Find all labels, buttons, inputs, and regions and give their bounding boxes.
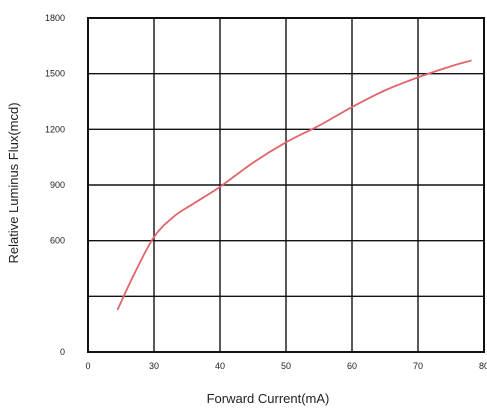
- x-axis-ticks: 0 30 40 50 60 70 80: [85, 361, 487, 371]
- y-tick-label-4: 1200: [45, 124, 65, 134]
- x-tick-label-2: 40: [215, 361, 225, 371]
- y-tick-label-0: 0: [60, 347, 65, 357]
- y-tick-label-2: 600: [50, 236, 65, 246]
- y-tick-label-6: 1800: [45, 13, 65, 23]
- y-axis-title: Relative Luminus Flux(mcd): [6, 102, 21, 263]
- x-tick-label-6: 80: [479, 361, 487, 371]
- y-tick-label-5: 1500: [45, 69, 65, 79]
- x-tick-label-4: 60: [347, 361, 357, 371]
- x-axis-title: Forward Current(mA): [207, 391, 330, 406]
- grid-lines: [88, 18, 484, 352]
- y-tick-label-3: 900: [50, 180, 65, 190]
- x-tick-label-5: 70: [413, 361, 423, 371]
- x-tick-label-1: 30: [149, 361, 159, 371]
- x-tick-label-0: 0: [85, 361, 90, 371]
- x-tick-label-3: 50: [281, 361, 291, 371]
- y-axis-ticks: 0 600 900 1200 1500 1800: [45, 13, 65, 357]
